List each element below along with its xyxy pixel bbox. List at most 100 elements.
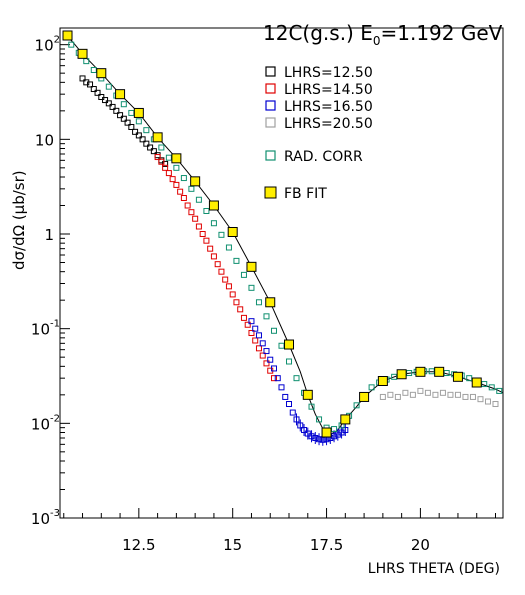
legend-entry: LHRS=16.50 xyxy=(265,99,373,115)
data-point xyxy=(286,358,293,365)
data-point xyxy=(259,352,266,359)
data-point xyxy=(432,391,439,398)
data-point xyxy=(255,299,262,306)
data-point xyxy=(342,427,349,434)
data-point xyxy=(396,369,407,380)
data-point xyxy=(222,276,229,283)
data-point xyxy=(248,284,255,291)
data-point xyxy=(105,83,112,90)
series-fb-fit xyxy=(62,30,482,438)
data-point xyxy=(417,387,424,394)
legend-marker xyxy=(265,100,276,111)
data-point xyxy=(252,337,259,344)
data-point xyxy=(466,375,473,382)
data-point xyxy=(208,200,219,211)
ylabel-unit: b/sr) xyxy=(10,170,28,204)
data-point xyxy=(443,370,450,377)
series-lhrs-16-50 xyxy=(248,318,349,446)
data-point xyxy=(469,393,476,400)
data-point xyxy=(263,360,270,367)
data-point xyxy=(353,402,360,409)
data-point xyxy=(143,127,150,134)
data-point xyxy=(195,196,202,203)
data-point xyxy=(477,396,484,403)
svg-text:12C(g.s.) E0=1.192 GeV: 12C(g.s.) E0=1.192 GeV xyxy=(263,21,503,48)
data-point xyxy=(98,94,105,101)
data-point xyxy=(162,164,169,171)
data-point xyxy=(96,68,107,79)
data-point xyxy=(394,393,401,400)
data-point xyxy=(481,381,488,388)
data-point xyxy=(301,427,308,434)
data-point xyxy=(207,245,214,252)
y-axis: 102 10 1 10-1 10-2 10-3 xyxy=(31,35,70,528)
data-point xyxy=(387,391,394,398)
data-point xyxy=(246,261,257,272)
data-point xyxy=(368,384,375,391)
data-point xyxy=(165,154,172,161)
data-point xyxy=(227,226,238,237)
data-point xyxy=(105,100,112,107)
data-point xyxy=(270,365,277,372)
data-point xyxy=(77,48,88,59)
data-point xyxy=(115,89,126,100)
data-point xyxy=(210,220,217,227)
data-point xyxy=(255,332,262,339)
data-point xyxy=(391,373,398,380)
x-tick-label: 12.5 xyxy=(122,536,155,554)
data-point xyxy=(297,422,304,429)
data-point xyxy=(439,389,446,396)
data-point xyxy=(214,261,221,268)
data-point xyxy=(462,393,469,400)
data-point xyxy=(321,427,332,438)
legend-marker xyxy=(265,150,276,161)
data-point xyxy=(120,101,127,108)
data-point xyxy=(135,132,142,139)
data-point xyxy=(94,89,101,96)
data-point xyxy=(139,136,146,143)
data-point xyxy=(286,401,293,408)
data-point xyxy=(192,215,199,222)
data-point xyxy=(203,207,210,214)
data-point xyxy=(90,67,97,74)
data-point xyxy=(128,109,135,116)
legend-entry: FB FIT xyxy=(264,186,327,202)
legend: LHRS=12.50LHRS=14.50LHRS=16.50LHRS=20.50… xyxy=(264,65,373,202)
data-point xyxy=(270,327,277,334)
legend-label: LHRS=14.50 xyxy=(284,82,373,98)
data-point xyxy=(147,144,154,151)
data-point xyxy=(165,170,172,177)
data-point xyxy=(265,297,276,308)
y-tick-label: 10-1 xyxy=(31,319,60,339)
data-point xyxy=(143,140,150,147)
data-point xyxy=(237,306,244,313)
svg-text:dσ/dΩ (μb/sr): dσ/dΩ (μb/sr) xyxy=(10,170,28,270)
data-point xyxy=(379,393,386,400)
data-point xyxy=(79,75,86,82)
data-point xyxy=(62,30,73,41)
data-point xyxy=(359,391,370,402)
y-tick-label: 102 xyxy=(35,35,60,55)
data-point xyxy=(240,271,247,278)
data-point xyxy=(274,375,281,382)
data-point xyxy=(424,389,431,396)
data-point xyxy=(278,342,285,349)
data-point xyxy=(240,314,247,321)
data-point xyxy=(218,231,225,238)
x-tick-label: 17.5 xyxy=(310,536,343,554)
legend-marker xyxy=(265,66,276,77)
data-point xyxy=(133,107,144,118)
data-point xyxy=(263,313,270,320)
series-lhrs-20-50 xyxy=(379,387,499,408)
data-point xyxy=(203,237,210,244)
x-axis: 12.5 15 17.5 20 xyxy=(63,508,496,554)
data-point xyxy=(218,268,225,275)
legend-marker xyxy=(264,186,277,199)
data-point xyxy=(120,115,127,122)
data-point xyxy=(454,391,461,398)
legend-label: LHRS=16.50 xyxy=(284,99,373,115)
data-point xyxy=(289,409,296,416)
data-point xyxy=(132,128,139,135)
title-target: 12C(g.s.) E xyxy=(263,21,373,45)
data-point xyxy=(316,436,323,443)
